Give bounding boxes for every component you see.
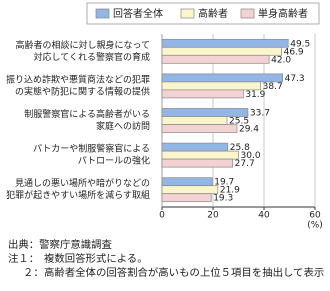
bar [161,108,249,117]
value-label: 38.7 [263,82,283,92]
category-label: 対応してくれる警察官の育成 [34,51,150,63]
category-label: 振り込め詐欺や悪質商法などの犯罪 [6,73,150,85]
legend-label: 単身高齢者 [258,7,308,20]
bar [161,46,282,56]
value-label: 33.7 [250,109,270,119]
note-label: 注１： [8,253,40,265]
bar [161,185,219,195]
category-label: パトロールの強化 [78,155,150,167]
bar [161,150,239,160]
x-tick-label: 20 [207,211,219,221]
bar [161,116,228,125]
x-tick-label: 60 [309,211,321,221]
legend-swatch [95,8,110,19]
value-label: 21.9 [220,186,240,196]
x-tick-label: 0 [159,211,165,221]
legend-label: 高齢者 [198,7,228,20]
bar [161,81,262,91]
bar [161,142,229,152]
bar [161,89,244,99]
bar [161,73,283,83]
value-label: 42.0 [271,55,291,65]
category-label: 見通しの悪い場所や暗がりなどの [15,177,150,189]
note-text: 複数回答形式による。 [44,253,148,265]
value-label: 29.4 [239,125,259,135]
value-label: 25.8 [230,143,250,153]
x-tick-label: 40 [258,211,270,221]
value-label: 19.7 [214,178,234,188]
category-label: パトカーや制服警察官による [33,143,150,155]
bar [161,54,270,64]
bar [161,158,233,168]
bar [161,193,212,203]
category-label: の実態や防犯に関する情報の提供 [15,85,150,97]
source: 出典：警察庁意識調査 [8,239,112,251]
value-label: 30.0 [241,151,261,161]
category-label: 犯罪が起きやすい場所を減らす取組 [6,189,150,201]
legend-swatch [180,8,195,19]
category-label: 高齢者の相談に対し親身になって [15,39,150,51]
note-text: 高齢者全体の回答割合が高いもの上位５項目を抽出して表示 [44,267,325,279]
legend-frame [86,2,320,25]
x-unit: (%) [307,221,323,231]
value-label: 46.9 [284,47,304,57]
bar [161,177,213,187]
note-label: ２： [23,267,44,279]
legend-swatch [240,8,255,19]
value-label: 27.7 [235,159,255,169]
category-label: 制服警察官による高齢者がいる [24,108,150,120]
value-label: 47.3 [285,74,305,84]
legend-label: 回答者全体 [113,7,163,20]
value-label: 31.9 [245,90,265,100]
value-label: 49.5 [290,39,310,49]
category-label: 家庭への訪問 [96,120,150,132]
bar [161,124,238,133]
value-label: 19.3 [213,194,233,204]
bar [161,38,289,48]
value-label: 25.5 [229,117,249,127]
